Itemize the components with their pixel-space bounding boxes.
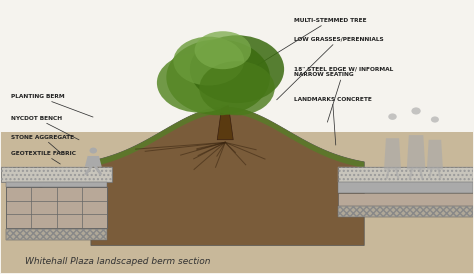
Text: NYCDOT BENCH: NYCDOT BENCH: [11, 116, 79, 140]
Ellipse shape: [157, 53, 242, 113]
Ellipse shape: [195, 31, 251, 69]
Text: PLANTING BERM: PLANTING BERM: [11, 94, 93, 117]
Ellipse shape: [388, 113, 397, 120]
Polygon shape: [384, 138, 401, 170]
FancyBboxPatch shape: [338, 182, 473, 193]
FancyBboxPatch shape: [338, 193, 473, 206]
Text: PLANTING SOIL: PLANTING SOIL: [11, 183, 61, 189]
Ellipse shape: [166, 39, 270, 115]
Ellipse shape: [190, 35, 284, 103]
Polygon shape: [427, 140, 443, 170]
Text: LANDMARKS CONCRETE: LANDMARKS CONCRETE: [293, 96, 372, 145]
Ellipse shape: [431, 116, 439, 122]
FancyBboxPatch shape: [1, 167, 112, 182]
Polygon shape: [407, 135, 425, 170]
Text: LOW GRASSES/PERENNIALS: LOW GRASSES/PERENNIALS: [277, 37, 383, 100]
Polygon shape: [85, 156, 102, 167]
Ellipse shape: [199, 61, 275, 115]
Text: STONE AGGREGATE: STONE AGGREGATE: [11, 135, 74, 153]
Polygon shape: [217, 106, 233, 140]
Text: GEOTEXTILE FABRIC: GEOTEXTILE FABRIC: [11, 151, 76, 164]
FancyBboxPatch shape: [6, 229, 108, 240]
Polygon shape: [91, 107, 364, 167]
Text: MULTI-STEMMED TREE: MULTI-STEMMED TREE: [249, 18, 366, 70]
FancyBboxPatch shape: [6, 187, 108, 228]
Ellipse shape: [90, 148, 97, 153]
FancyBboxPatch shape: [6, 182, 108, 187]
FancyBboxPatch shape: [338, 167, 473, 182]
Text: SILVA CELL 2X: SILVA CELL 2X: [11, 167, 57, 175]
Text: 18" STEEL EDGE W/ INFORMAL
NARROW SEATING: 18" STEEL EDGE W/ INFORMAL NARROW SEATIN…: [293, 67, 393, 122]
Ellipse shape: [411, 107, 421, 115]
Ellipse shape: [173, 37, 244, 85]
Polygon shape: [91, 107, 364, 246]
FancyBboxPatch shape: [338, 206, 473, 217]
Text: Whitehall Plaza landscaped berm section: Whitehall Plaza landscaped berm section: [25, 257, 210, 266]
FancyBboxPatch shape: [1, 132, 473, 273]
